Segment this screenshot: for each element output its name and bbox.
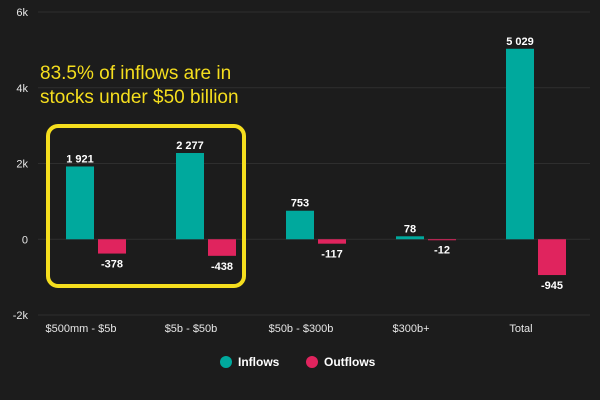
- outflow-data-label: -378: [101, 259, 123, 271]
- inflow-data-label: 1 921: [66, 153, 94, 165]
- outflow-data-label: -12: [434, 245, 450, 257]
- inflow-bar: [286, 210, 314, 240]
- x-tick-label: $50b - $300b: [269, 323, 334, 335]
- y-tick-label: -2k: [13, 310, 29, 322]
- grid-lines: [38, 11, 590, 316]
- annotation-line-1: 83.5% of inflows are in: [40, 63, 231, 84]
- y-tick-label: 0: [22, 234, 28, 246]
- outflow-bar: [428, 239, 456, 241]
- inflow-bar: [396, 236, 424, 240]
- x-tick-label: Total: [509, 323, 532, 335]
- inflow-bar: [176, 153, 204, 240]
- inflow-data-label: 2 277: [176, 140, 204, 152]
- inflow-bar: [66, 166, 94, 240]
- outflow-bar: [318, 239, 346, 244]
- outflow-data-label: -117: [321, 249, 342, 261]
- legend: Inflows Outflows: [220, 355, 376, 369]
- outflow-bar: [98, 239, 126, 254]
- highlight-box: [46, 124, 246, 288]
- y-tick-label: 4k: [16, 83, 28, 95]
- bars: [66, 48, 566, 276]
- data-labels: 1 921 -378 2 277 -438 753 -117 78 -12 5 029 -945: [66, 36, 563, 292]
- legend-inflows-swatch: [220, 356, 232, 368]
- y-tick-label: 2k: [16, 159, 28, 171]
- y-axis: 6k 4k 2k 0 -2k: [13, 7, 29, 322]
- x-tick-label: $300b+: [392, 323, 429, 335]
- legend-inflows-label: Inflows: [238, 355, 280, 369]
- inflow-data-label: 78: [404, 223, 416, 235]
- outflow-bar: [538, 239, 566, 276]
- inflow-data-label: 5 029: [506, 36, 534, 48]
- outflow-data-label: -438: [211, 261, 233, 273]
- annotation-line-2: stocks under $50 billion: [40, 87, 239, 108]
- inflow-data-label: 753: [291, 198, 309, 210]
- inflow-bar: [506, 48, 534, 240]
- outflow-data-label: -945: [541, 280, 563, 292]
- y-tick-label: 6k: [16, 7, 28, 19]
- x-tick-label: $5b - $50b: [165, 323, 218, 335]
- legend-outflows-label: Outflows: [324, 355, 376, 369]
- outflow-bar: [208, 239, 236, 256]
- x-axis: $500mm - $5b $5b - $50b $50b - $300b $300b+…: [46, 323, 533, 335]
- x-tick-label: $500mm - $5b: [46, 323, 117, 335]
- legend-outflows-swatch: [306, 356, 318, 368]
